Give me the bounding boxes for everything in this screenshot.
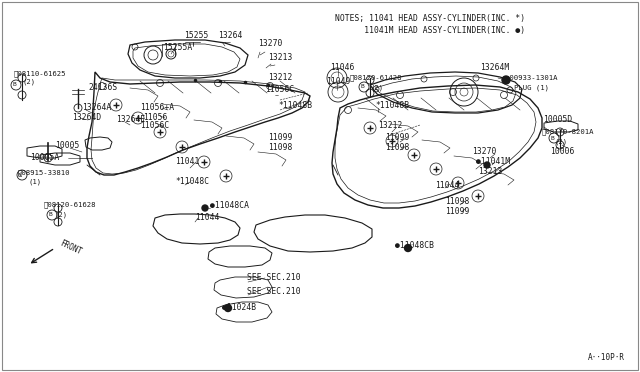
Text: 13270: 13270 [258,39,282,48]
Text: ●11024B: ●11024B [222,304,256,312]
Circle shape [404,244,412,251]
Text: 10005A: 10005A [30,154,60,163]
Text: 11049: 11049 [326,77,350,87]
Text: (2): (2) [55,212,68,218]
Text: *11048C: *11048C [175,177,209,186]
Text: ●00933-1301A: ●00933-1301A [505,75,557,81]
Text: ●11048CA: ●11048CA [210,201,249,209]
Text: 13264: 13264 [218,31,243,39]
Text: 11041: 11041 [175,157,200,167]
Text: 10006: 10006 [550,148,574,157]
Text: (2): (2) [370,85,383,91]
Text: 15255: 15255 [184,31,209,39]
Text: B: B [12,83,16,87]
Text: 13264D: 13264D [72,113,101,122]
Text: Ⓑ08110-61625: Ⓑ08110-61625 [14,71,67,77]
Text: 10005D: 10005D [543,115,572,125]
Circle shape [225,305,232,311]
Text: (2): (2) [22,79,35,85]
Text: Ⓑ08120-61628: Ⓑ08120-61628 [44,202,97,208]
Text: 13213: 13213 [268,54,292,62]
Text: 13213: 13213 [478,167,502,176]
Text: 11098: 11098 [268,144,292,153]
Text: 11098: 11098 [385,144,410,153]
Text: PLUG (1): PLUG (1) [514,85,549,91]
Text: A··10P·R: A··10P·R [588,353,625,362]
Text: ●11041M: ●11041M [476,157,510,167]
Text: 13264A: 13264A [82,103,111,112]
Text: W: W [19,173,22,177]
Text: B: B [360,84,364,90]
Text: 11099: 11099 [385,134,410,142]
Text: *11048B: *11048B [375,100,409,109]
Text: 11098: 11098 [445,198,469,206]
Text: 13212: 13212 [268,74,292,83]
Text: *11048B: *11048B [278,100,312,109]
Text: 11056C: 11056C [265,86,294,94]
Text: 11046: 11046 [330,64,355,73]
Text: B: B [48,212,52,218]
Text: 11044: 11044 [195,214,220,222]
Text: 11056C: 11056C [140,122,169,131]
Text: 10005: 10005 [55,141,79,150]
Text: 13270: 13270 [472,148,497,157]
Text: (1): (1) [28,179,41,185]
Text: SEE SEC.210: SEE SEC.210 [247,288,301,296]
Text: SEE SEC.210: SEE SEC.210 [247,273,301,282]
Text: ●11048CB: ●11048CB [395,241,434,250]
Text: 11044: 11044 [435,180,460,189]
Text: Ⓦ08915-33810: Ⓦ08915-33810 [18,170,70,176]
Text: Ⓑ08120-61428: Ⓑ08120-61428 [350,75,403,81]
Text: 11056: 11056 [143,113,168,122]
Text: 13264E: 13264E [116,115,145,125]
Text: 11099: 11099 [445,208,469,217]
Text: Ⓑ08170-8201A: Ⓑ08170-8201A [542,129,595,135]
Text: NOTES; 11041 HEAD ASSY-CYLINDER(INC. *): NOTES; 11041 HEAD ASSY-CYLINDER(INC. *) [335,13,525,22]
Circle shape [502,76,510,84]
Circle shape [202,205,208,211]
Circle shape [484,162,490,168]
Text: 13212: 13212 [378,121,403,129]
Text: 11056+A: 11056+A [140,103,174,112]
Text: 24136S: 24136S [88,83,117,93]
Text: 15255A: 15255A [163,44,192,52]
Text: 11041M HEAD ASSY-CYLINDER(INC. ●): 11041M HEAD ASSY-CYLINDER(INC. ●) [335,26,525,35]
Text: FRONT: FRONT [58,239,83,257]
Text: 11099: 11099 [268,134,292,142]
Text: B: B [550,135,554,141]
Text: 13264M: 13264M [480,64,509,73]
Text: (2): (2) [555,139,568,145]
